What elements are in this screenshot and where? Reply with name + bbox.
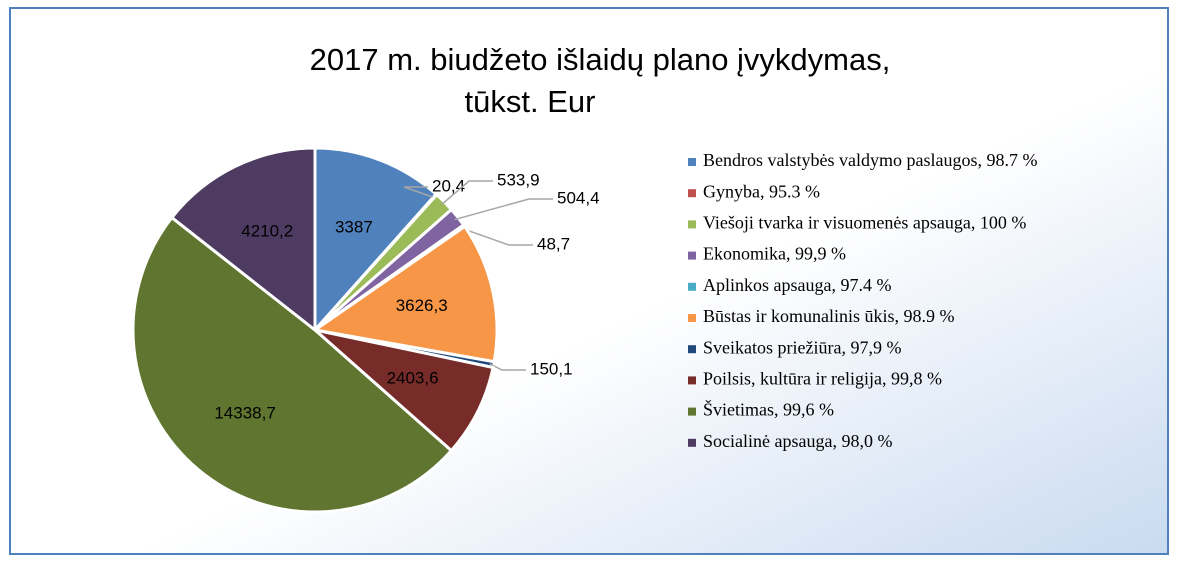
data-label: 150,1 xyxy=(530,359,573,378)
legend-label: Viešoji tvarka ir visuomenės apsauga, 10… xyxy=(703,213,1026,233)
legend-label: Bendros valstybės valdymo paslaugos, 98.… xyxy=(703,150,1037,170)
legend-swatch xyxy=(688,438,696,447)
legend-swatch xyxy=(688,158,696,166)
pie-slice xyxy=(313,146,439,334)
data-label: 14338,7 xyxy=(214,403,275,422)
legend-label: Poilsis, kultūra ir religija, 99,8 % xyxy=(703,369,942,389)
pie-slice xyxy=(169,146,317,334)
legend-swatch xyxy=(688,282,696,291)
chart-title: tūkst. Eur xyxy=(465,84,596,119)
legend-swatch xyxy=(688,407,696,416)
data-label: 3387 xyxy=(335,217,373,236)
pie-slice xyxy=(311,224,499,364)
data-label: 20,4 xyxy=(432,176,465,195)
data-label: 3626,3 xyxy=(396,296,448,315)
leader-line xyxy=(460,227,533,246)
pie-slice xyxy=(309,327,495,453)
legend-swatch xyxy=(688,251,696,260)
legend-swatch xyxy=(688,314,696,322)
legend-label: Ekonomika, 99,9 % xyxy=(703,244,846,264)
legend-swatch xyxy=(688,345,696,354)
legend-label: Sveikatos priežiūra, 97,9 % xyxy=(703,337,901,357)
legend-label: Aplinkos apsauga, 97.4 % xyxy=(703,275,891,295)
data-label: 48,7 xyxy=(537,234,570,253)
legend-label: Būstas ir komunalinis ūkis, 98.9 % xyxy=(703,306,955,326)
legend-swatch xyxy=(688,189,696,198)
leader-line xyxy=(454,198,553,221)
data-label: 504,4 xyxy=(557,188,600,207)
chart-title: 2017 m. biudžeto išlaidų plano įvykdymas… xyxy=(310,42,891,77)
legend-label: Gynyba, 95.3 % xyxy=(703,181,820,201)
leader-line xyxy=(403,186,435,199)
legend-swatch xyxy=(688,220,696,229)
data-label: 533,9 xyxy=(497,170,540,189)
legend-label: Švietimas, 99,6 % xyxy=(703,399,834,420)
pie-slice xyxy=(131,215,454,514)
leader-line xyxy=(440,180,493,206)
legend-swatch xyxy=(688,376,696,385)
legend-label: Socialinė apsauga, 98,0 % xyxy=(703,431,892,451)
data-label: 4210,2 xyxy=(241,221,293,240)
data-label: 2403,6 xyxy=(387,369,439,388)
leader-line xyxy=(489,363,526,371)
